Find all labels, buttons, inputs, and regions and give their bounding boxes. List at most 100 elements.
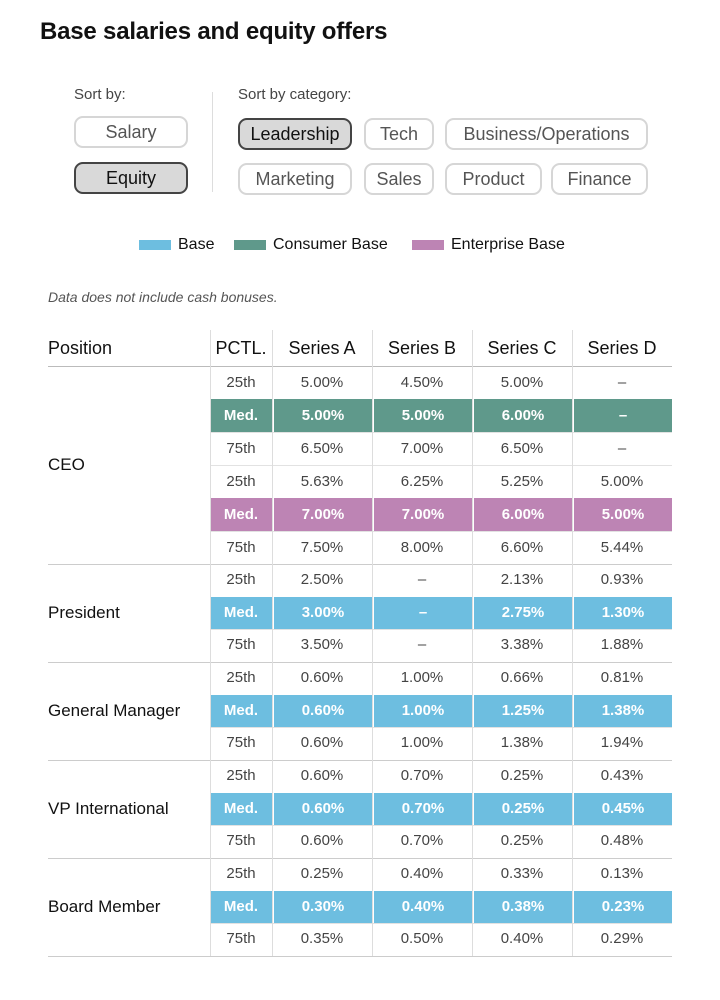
value-cell: – — [572, 399, 672, 432]
table-row: Med. 7.00% 7.00% 6.00% 5.00% — [210, 498, 672, 531]
grid-line — [210, 923, 672, 925]
table-row: 75th 0.60% 1.00% 1.38% 1.94% — [210, 727, 672, 760]
sort-salary-button[interactable]: Salary — [74, 116, 188, 148]
value-cell: 0.43% — [600, 767, 644, 784]
pctl-cell: 25th — [226, 669, 256, 686]
position-label-ceo: CEO — [48, 455, 85, 474]
pctl-cell: Med. — [223, 799, 259, 817]
sort-by-label: Sort by: — [74, 86, 126, 103]
value-cell: 0.60% — [300, 767, 344, 784]
value-cell: 1.30% — [572, 596, 672, 630]
header-position: Position — [48, 338, 113, 358]
category-tech-button[interactable]: Tech — [364, 118, 434, 150]
value-cell: 6.50% — [300, 440, 344, 457]
value-cell: 2.75% — [472, 596, 572, 630]
value-cell: 0.60% — [272, 792, 372, 826]
pctl-cell: 25th — [226, 473, 256, 490]
value-cell: 1.38% — [572, 694, 672, 728]
value-cell: – — [617, 440, 627, 457]
table-row: Med. 3.00% –2.75% 1.30% — [210, 596, 672, 630]
value-cell: 0.60% — [300, 669, 344, 686]
table-row: 25th 5.00% 4.50% 5.00% – — [210, 366, 672, 399]
category-leadership-button[interactable]: Leadership — [238, 118, 352, 150]
pctl-cell: Med. — [223, 506, 259, 523]
value-cell: 0.40% — [400, 865, 444, 882]
grid-line — [48, 956, 672, 957]
value-cell: 6.00% — [472, 498, 572, 531]
position-label-vp-international: VP International — [48, 799, 169, 818]
legend-swatch-consumer-base — [234, 240, 266, 250]
value-cell: 0.25% — [500, 832, 544, 850]
pctl-cell: 75th — [226, 636, 256, 654]
legend-label-consumer-base: Consumer Base — [273, 236, 388, 253]
pctl-cell: Med. — [223, 603, 259, 621]
category-sales-button[interactable]: Sales — [364, 163, 434, 195]
value-cell: 0.60% — [300, 832, 344, 850]
pctl-cell: 25th — [226, 374, 256, 391]
data-note: Data does not include cash bonuses. — [48, 289, 278, 305]
value-cell: 0.29% — [600, 930, 644, 948]
pctl-cell: 25th — [226, 767, 256, 784]
value-cell: 0.25% — [500, 767, 544, 784]
pctl-cell: 25th — [226, 571, 256, 588]
category-product-button[interactable]: Product — [445, 163, 542, 195]
value-cell: 0.38% — [472, 890, 572, 924]
value-cell: 2.50% — [300, 571, 344, 588]
page-title: Base salaries and equity offers — [40, 18, 388, 45]
table-row: 25th 5.63% 6.25% 5.25% 5.00% — [210, 465, 672, 498]
value-cell: 6.50% — [500, 440, 544, 457]
value-cell: – — [417, 571, 427, 588]
value-cell: – — [417, 636, 427, 654]
category-marketing-button[interactable]: Marketing — [238, 163, 352, 195]
value-cell: 0.60% — [272, 694, 372, 728]
value-cell: 0.35% — [300, 930, 344, 948]
value-cell: – — [617, 374, 627, 391]
value-cell: 0.48% — [600, 832, 644, 850]
table-row: 75th 6.50% 7.00% 6.50% – — [210, 432, 672, 465]
table-row: 75th 0.35% 0.50% 0.40% 0.29% — [210, 923, 672, 956]
header-series-a: Series A — [288, 338, 356, 358]
value-cell: 7.00% — [272, 498, 372, 531]
header-series-b: Series B — [387, 338, 457, 358]
value-cell: 1.38% — [500, 734, 544, 752]
value-cell: 0.40% — [372, 890, 472, 924]
header-series-c: Series C — [487, 338, 557, 358]
value-cell: 6.00% — [472, 399, 572, 432]
value-cell: 2.13% — [500, 571, 544, 588]
table-row: 75th 0.60% 0.70% 0.25% 0.48% — [210, 825, 672, 858]
pctl-cell: Med. — [223, 897, 259, 915]
grid-line — [48, 366, 672, 367]
sort-equity-button[interactable]: Equity — [74, 162, 188, 194]
grid-line — [210, 330, 211, 956]
value-cell: 3.50% — [300, 636, 344, 654]
value-cell: 0.40% — [500, 930, 544, 948]
category-finance-button[interactable]: Finance — [551, 163, 648, 195]
value-cell: 5.25% — [500, 473, 544, 490]
header-pctl: PCTL. — [215, 338, 267, 358]
value-cell: 5.00% — [600, 473, 644, 490]
value-cell: 0.70% — [372, 792, 472, 826]
grid-line — [210, 629, 672, 631]
table-row: 25th 2.50% – 2.13% 0.93% — [210, 564, 672, 597]
category-business-operations-button[interactable]: Business/Operations — [445, 118, 648, 150]
value-cell: 0.70% — [400, 767, 444, 784]
value-cell: 1.88% — [600, 636, 644, 654]
grid-line — [210, 825, 672, 827]
pctl-cell: 75th — [226, 440, 256, 457]
table-row: 25th 0.60% 1.00% 0.66% 0.81% — [210, 662, 672, 695]
pctl-cell: 75th — [226, 930, 256, 948]
table-row: 25th 0.60% 0.70% 0.25% 0.43% — [210, 760, 672, 793]
value-cell: 1.94% — [600, 734, 644, 752]
value-cell: 5.00% — [372, 399, 472, 432]
value-cell: 0.81% — [600, 669, 644, 686]
value-cell: 4.50% — [400, 374, 444, 391]
value-cell: 3.38% — [500, 636, 544, 654]
value-cell: 0.66% — [500, 669, 544, 686]
sort-by-category-label: Sort by category: — [238, 86, 352, 103]
grid-line — [48, 564, 672, 565]
value-cell: 8.00% — [400, 539, 444, 556]
value-cell: 5.00% — [572, 498, 672, 531]
pctl-cell: 75th — [226, 734, 256, 752]
value-cell: 0.30% — [272, 890, 372, 924]
legend-swatch-base — [139, 240, 171, 250]
